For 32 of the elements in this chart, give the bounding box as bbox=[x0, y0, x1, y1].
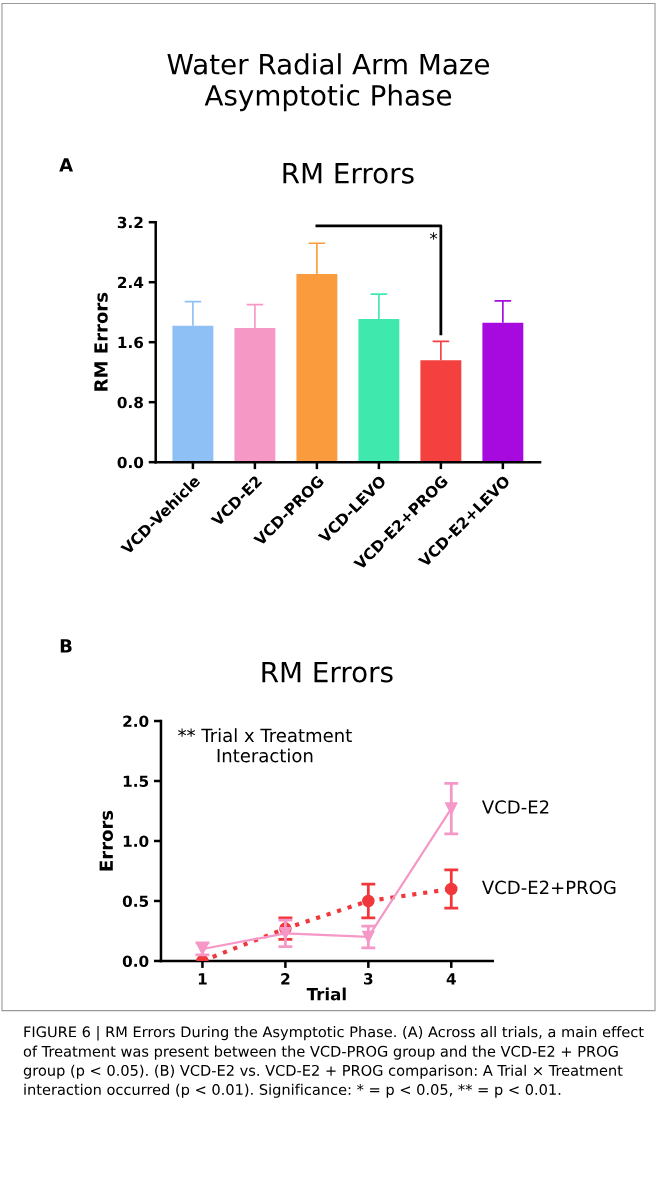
point bbox=[362, 930, 375, 944]
annotation: ** Trial x Treatment Interaction bbox=[178, 728, 352, 763]
y-axis-title: RM Errors bbox=[94, 292, 108, 391]
point bbox=[279, 927, 292, 940]
y-tick-label: 1.6 bbox=[118, 336, 144, 349]
y-tick-label: 0.0 bbox=[122, 955, 149, 967]
x-tick-label: 2 bbox=[281, 973, 290, 985]
y-tick-label: 2.4 bbox=[118, 276, 144, 289]
y-tick-label: 0.8 bbox=[117, 396, 143, 409]
text: A bbox=[59, 158, 74, 172]
x-tick-label: 4 bbox=[446, 973, 456, 985]
y-tick-label: 1.0 bbox=[123, 835, 149, 848]
point bbox=[445, 882, 458, 896]
y-tick-label: 0.0 bbox=[117, 456, 144, 469]
series-label: VCD-E2+PROG bbox=[481, 880, 616, 895]
point bbox=[362, 894, 375, 908]
x-tick-label: 3 bbox=[364, 973, 373, 985]
text: Water Radial Arm Maze Asymptotic Phase bbox=[167, 53, 490, 112]
y-tick-label: 1.5 bbox=[123, 775, 149, 788]
x-tick-label: 1 bbox=[198, 973, 207, 985]
chart-title: RM Errors bbox=[262, 661, 393, 683]
series-label: VCD-E2 bbox=[481, 800, 549, 814]
x-axis-title: Trial bbox=[306, 987, 346, 1001]
caption: FIGURE 6 | RM Errors During the Asymptotic Phase. (A) Across all trials, a main effect of Treatment was present between the VCD-PROG group and the VCD-E2 + PROG group (p < 0.05). (B) VCD-E2 vs. VCD-E2 + PROG comparison: A Trial × Treatment interaction occurred (p < 0.01). Significance: * = p < 0.05, ** = p < 0.01. bbox=[23, 1025, 644, 1098]
chart-title: RM Errors bbox=[283, 163, 414, 184]
y-tick-label: 2.0 bbox=[123, 715, 149, 728]
y-tick-label: 3.2 bbox=[117, 216, 143, 229]
annotation: * bbox=[429, 232, 438, 240]
y-axis-title: Errors bbox=[99, 810, 114, 871]
text: B bbox=[60, 639, 72, 653]
point bbox=[445, 802, 458, 815]
y-tick-label: 0.5 bbox=[122, 895, 149, 907]
